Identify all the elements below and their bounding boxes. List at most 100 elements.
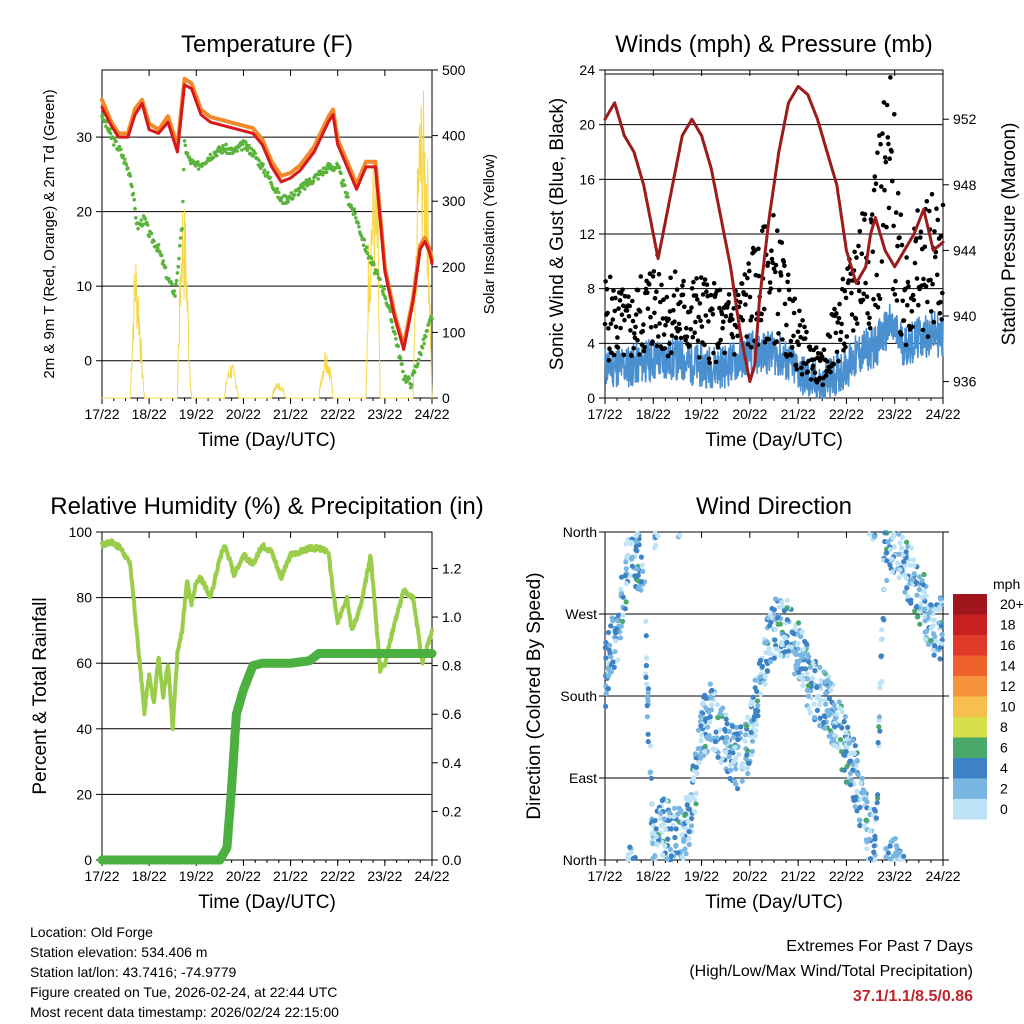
gust-point: [648, 325, 654, 330]
direction-point: [605, 673, 612, 679]
gust-point: [697, 355, 702, 360]
gust-point: [620, 287, 625, 293]
latlon-text: Station lat/lon: 43.7416; -74.9779: [30, 964, 237, 980]
temperature-xtick-label: 22/22: [320, 406, 355, 422]
direction-point: [729, 723, 736, 730]
extremes-box: Extremes For Past 7 Days (High/Low/Max W…: [689, 934, 973, 1009]
direction-point: [676, 805, 682, 811]
direction-point: [927, 609, 933, 615]
dewpoint-point: [240, 142, 245, 147]
dewpoint-point: [420, 346, 425, 350]
gust-point: [940, 290, 945, 296]
dewpoint-point: [119, 147, 123, 152]
direction-point: [623, 541, 629, 547]
gust-point: [629, 353, 634, 359]
gust-point: [743, 302, 748, 307]
direction-point: [682, 846, 688, 852]
gust-point: [637, 309, 643, 314]
gust-point: [650, 274, 656, 279]
dewpoint-point: [427, 321, 431, 326]
gust-point: [892, 112, 897, 117]
direction-point: [902, 562, 908, 569]
direction-point: [800, 683, 806, 689]
direction-point: [613, 638, 619, 644]
gust-point: [650, 339, 655, 344]
gust-point: [828, 369, 833, 375]
humidity-y2tick-label: 0.0: [442, 852, 462, 868]
gust-point: [856, 288, 862, 294]
direction-point: [793, 651, 799, 658]
humidity-xtick-label: 24/22: [414, 868, 449, 884]
gust-point: [656, 271, 662, 277]
direction-point: [645, 731, 651, 737]
direction-point: [683, 851, 689, 857]
gust-point: [702, 277, 708, 282]
dewpoint-point: [185, 151, 190, 156]
direction-point: [738, 724, 744, 730]
direction-point: [791, 631, 797, 637]
dewpoint-point: [412, 370, 417, 375]
gust-point: [658, 299, 663, 305]
gust-point: [932, 229, 937, 234]
dewpoint-point: [178, 236, 183, 240]
dewpoint-point: [117, 144, 122, 149]
direction-point: [846, 740, 852, 746]
direction-point: [932, 643, 938, 649]
direction-point: [875, 792, 881, 798]
gust-point: [871, 187, 877, 193]
gust-point: [796, 342, 801, 348]
direction-point: [734, 731, 740, 737]
direction-point: [745, 771, 751, 777]
direction-point: [717, 727, 723, 733]
temperature-y2tick-label: 300: [442, 193, 466, 209]
gust-point: [736, 292, 741, 298]
winds-y2tick-label: 936: [953, 374, 977, 390]
direction-ytick-label: South: [560, 688, 597, 704]
gust-point: [704, 282, 710, 288]
direction-title: Wind Direction: [696, 493, 852, 520]
direction-point: [723, 749, 729, 755]
gust-point: [666, 316, 671, 322]
direction-point: [903, 549, 909, 555]
direction-point: [822, 725, 828, 731]
gust-point: [640, 328, 645, 334]
gust-point: [892, 292, 898, 297]
gust-point: [641, 348, 647, 354]
direction-point: [647, 769, 654, 775]
direction-point: [736, 751, 742, 758]
dewpoint-point: [108, 127, 112, 132]
direction-point: [779, 599, 785, 605]
direction-point: [932, 634, 938, 640]
direction-point: [873, 815, 880, 821]
direction-point: [618, 586, 624, 592]
gust-point: [613, 324, 619, 330]
direction-point: [645, 690, 651, 696]
direction-xtick-label: 18/22: [636, 868, 671, 884]
legend-label: 14: [1000, 658, 1016, 674]
direction-point: [682, 812, 688, 819]
legend-title: mph: [993, 576, 1020, 592]
direction-point: [832, 719, 838, 726]
gust-point: [749, 345, 754, 350]
direction-point: [837, 705, 843, 711]
direction-point: [715, 715, 721, 721]
gust-point: [676, 321, 682, 327]
direction-point: [909, 577, 916, 583]
direction-point: [769, 606, 775, 612]
dewpoint-point: [131, 191, 136, 196]
direction-point: [867, 856, 874, 862]
gust-point: [784, 322, 789, 328]
total-precipitation-line: [97, 649, 437, 865]
gust-point: [758, 317, 764, 323]
temperature-title: Temperature (F): [181, 31, 353, 58]
direction-point: [877, 728, 883, 734]
direction-point: [702, 692, 708, 698]
gust-point: [605, 310, 610, 316]
speed-legend: mph 20+ 18 16 14 12 10 8 6 4 2 0: [953, 576, 1024, 820]
direction-point: [847, 758, 853, 764]
gust-point: [849, 312, 855, 317]
direction-xtick-label: 19/22: [684, 868, 719, 884]
direction-point: [634, 548, 640, 554]
gust-point: [681, 278, 686, 284]
temperature-y2tick-label: 400: [442, 128, 466, 144]
